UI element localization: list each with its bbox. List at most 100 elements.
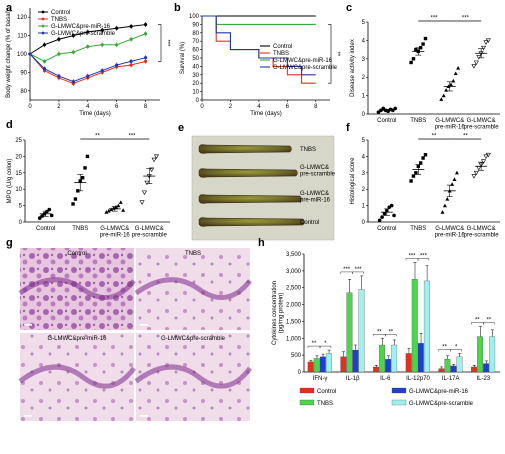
- panel-c: c 0 1 2 3 4 5 Disease activity index Control TNBS…: [346, 2, 500, 131]
- data-point-tnbs: [83, 166, 87, 170]
- colon-label-0: TNBS: [300, 147, 316, 153]
- x-tick-label: 8: [314, 104, 318, 110]
- bar-2: [319, 356, 326, 373]
- category-label-2: G-LMWC& pre-miR-16: [435, 118, 466, 131]
- y-tick-label: 3,500: [286, 252, 302, 258]
- y-tick-label: 1: [362, 94, 366, 100]
- y-tick-label: 5: [19, 204, 23, 210]
- histology-label-2: G-LMWC&pre-miR-16: [47, 336, 107, 342]
- data-point-control: [392, 213, 396, 218]
- bar-3: [423, 280, 430, 373]
- category-label-0: Control: [36, 226, 55, 232]
- data-point: [86, 45, 90, 49]
- data-point-tnbs: [421, 42, 425, 46]
- data-point-scramble: [483, 154, 489, 160]
- category-label-1: TNBS: [72, 226, 88, 232]
- data-point-control: [37, 216, 42, 220]
- data-point-tnbs: [421, 156, 425, 160]
- legend-label-1: TNBS: [51, 17, 67, 23]
- significance-label: *: [455, 344, 458, 350]
- y-tick-label: 4: [362, 154, 366, 160]
- y-tick-label: 30: [192, 73, 199, 79]
- x-tick-label: 2: [57, 104, 61, 110]
- data-point-control: [389, 203, 394, 208]
- data-point-scramble: [141, 190, 147, 196]
- bar-0: [307, 361, 314, 373]
- y-tick-label: 100: [17, 52, 28, 58]
- bar-3: [456, 356, 463, 373]
- data-point-scramble: [139, 200, 145, 205]
- panel-d: d 0 5 10 15 20 25 MPO (U/g colon) Control TNBS G-L…: [6, 119, 170, 239]
- significance-bracket: [158, 24, 162, 62]
- y-tick-label: 60: [192, 48, 199, 54]
- y-tick-label: 10: [15, 187, 22, 193]
- bar-2: [417, 343, 424, 373]
- category-label-5: IL-23: [477, 376, 491, 382]
- bar-3: [391, 344, 398, 373]
- category-label-0: IFN-γ: [313, 376, 328, 382]
- legend-marker: [41, 10, 45, 14]
- category-label-0: Control: [377, 226, 396, 232]
- data-point-scramble: [149, 167, 155, 173]
- data-point-scramble: [485, 152, 491, 158]
- y-tick-label: 110: [17, 34, 27, 40]
- category-label-3: G-LMWC& pre-scramble: [132, 226, 168, 239]
- histology-image-2: [20, 333, 134, 421]
- legend-label-2: G-LMWC&pre-miR-16: [273, 58, 333, 64]
- significance-bracket: [319, 345, 332, 349]
- significance-label: ***: [420, 253, 428, 259]
- significance-label: **: [463, 134, 468, 140]
- data-point: [143, 32, 148, 36]
- tissue-layer: [18, 364, 137, 389]
- panel-letter-c: c: [346, 2, 352, 14]
- data-point: [71, 50, 75, 54]
- y-axis-label: Body weight change (% of basal): [6, 10, 12, 98]
- data-point-scramble: [471, 174, 477, 179]
- significance-label: **: [334, 51, 340, 56]
- data-point: [129, 24, 133, 28]
- data-point: [143, 59, 148, 63]
- data-point-scramble: [473, 60, 479, 66]
- bar-1: [379, 344, 386, 373]
- bar-3: [489, 336, 496, 373]
- data-point-control: [40, 214, 44, 218]
- significance-label: *: [324, 341, 327, 347]
- bar-0: [405, 353, 412, 373]
- data-point: [57, 37, 61, 41]
- bar-2: [352, 349, 359, 373]
- legend-swatch: [299, 399, 315, 406]
- scale-bar: [24, 324, 32, 326]
- data-point-control: [47, 207, 52, 212]
- significance-label: ***: [462, 16, 470, 22]
- data-point-mir16: [445, 197, 450, 201]
- y-tick-label: 90: [192, 22, 199, 28]
- significance-label: **: [475, 317, 480, 323]
- data-point: [57, 74, 61, 78]
- survival-line-2: [202, 15, 316, 25]
- x-tick-label: 2: [229, 104, 233, 110]
- y-tick-label: 1: [362, 204, 366, 210]
- data-point-tnbs: [414, 171, 418, 175]
- significance-bracket: [483, 322, 495, 325]
- significance-label: ***: [164, 39, 170, 47]
- bar-0: [471, 366, 477, 373]
- y-tick-label: 2: [362, 187, 366, 193]
- y-tick-label: 0: [298, 370, 302, 376]
- data-point: [71, 80, 75, 84]
- y-tick-label: 15: [15, 171, 22, 177]
- data-point-scramble: [483, 40, 489, 45]
- data-point-scramble: [485, 38, 491, 44]
- y-tick-label: 3,000: [286, 269, 302, 275]
- y-tick-label: 500: [291, 353, 302, 359]
- data-point-tnbs: [73, 197, 78, 201]
- data-point-mir16: [118, 200, 123, 204]
- y-tick-label: 4: [362, 38, 366, 44]
- significance-label: **: [95, 134, 100, 140]
- panel-e: e TNBS G-LMWC& pre-scramble G-LMWC& pre-miR-1…: [178, 122, 336, 241]
- legend-swatch: [391, 387, 407, 394]
- survival-line-3: [202, 15, 316, 76]
- histology-image-3: [136, 333, 250, 421]
- data-point-mir16: [454, 170, 459, 175]
- category-label-3: G-LMWC& pre-scramble: [464, 226, 500, 239]
